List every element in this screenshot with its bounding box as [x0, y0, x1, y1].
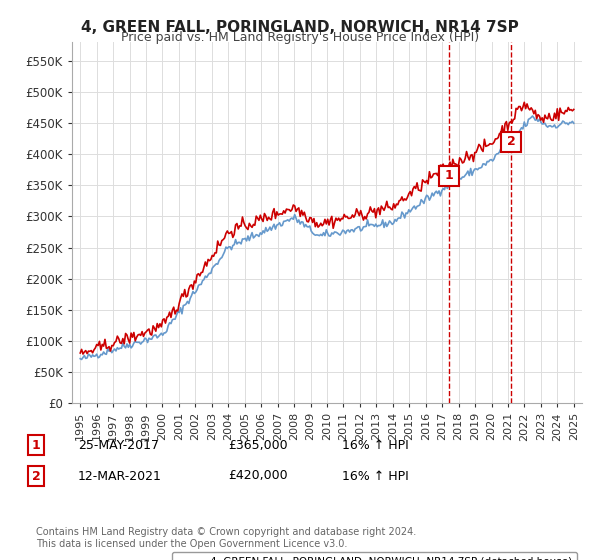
Text: 2: 2 — [507, 135, 515, 148]
Text: 16% ↑ HPI: 16% ↑ HPI — [342, 469, 409, 483]
Text: 16% ↑ HPI: 16% ↑ HPI — [342, 438, 409, 452]
Text: Price paid vs. HM Land Registry's House Price Index (HPI): Price paid vs. HM Land Registry's House … — [121, 31, 479, 44]
Text: 4, GREEN FALL, PORINGLAND, NORWICH, NR14 7SP: 4, GREEN FALL, PORINGLAND, NORWICH, NR14… — [81, 20, 519, 35]
Text: £420,000: £420,000 — [228, 469, 287, 483]
Text: 12-MAR-2021: 12-MAR-2021 — [78, 469, 162, 483]
Text: £365,000: £365,000 — [228, 438, 287, 452]
Text: 1: 1 — [444, 169, 453, 183]
Text: 1: 1 — [32, 438, 40, 452]
Legend: 4, GREEN FALL, PORINGLAND, NORWICH, NR14 7SP (detached house), HPI: Average pric: 4, GREEN FALL, PORINGLAND, NORWICH, NR14… — [172, 552, 577, 560]
Text: 2: 2 — [32, 469, 40, 483]
Text: Contains HM Land Registry data © Crown copyright and database right 2024.
This d: Contains HM Land Registry data © Crown c… — [36, 527, 416, 549]
Text: 25-MAY-2017: 25-MAY-2017 — [78, 438, 159, 452]
